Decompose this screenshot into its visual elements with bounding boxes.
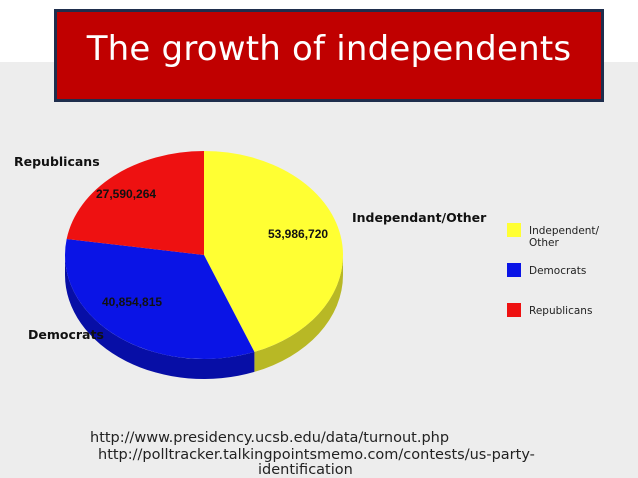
data-label-2: 40,854,815 xyxy=(102,295,162,309)
source-url-1: http://www.presidency.ucsb.edu/data/turn… xyxy=(90,430,450,446)
legend-label-2: Democrats xyxy=(529,265,586,277)
legend-label-3: Republicans xyxy=(529,305,592,317)
category-label-3: Republicans xyxy=(14,154,100,169)
data-label-1: 53,986,720 xyxy=(268,227,328,241)
pie-side-1 xyxy=(254,255,343,372)
category-label-1: Independant/Other xyxy=(352,210,487,225)
legend-swatch-1 xyxy=(507,223,521,237)
title-box: The growth of independents xyxy=(54,9,604,102)
pie-side-2 xyxy=(65,255,255,380)
legend-label-1: Independent/ xyxy=(529,225,600,237)
source-url-2: http://polltracker.talkingpointsmemo.com… xyxy=(98,447,535,463)
source-url-3: identification xyxy=(258,462,353,478)
pie-label-layer: 53,986,720 Independant/Other 40,854,815 Dem… xyxy=(14,154,487,342)
data-label-3: 27,590,264 xyxy=(96,187,156,201)
category-label-2: Democrats xyxy=(28,327,104,342)
pie-slice-layer xyxy=(64,150,344,360)
legend-label-1-line-2: Other xyxy=(529,237,559,249)
pie-depth-layer xyxy=(65,255,343,380)
pie-slice-1 xyxy=(204,150,344,352)
pie-slice-3 xyxy=(66,151,205,255)
legend-swatch-3 xyxy=(507,303,521,317)
pie-slice-2 xyxy=(64,238,255,360)
legend-swatch-2 xyxy=(507,263,521,277)
slide-title: The growth of independents xyxy=(86,28,572,69)
legend: Independent/Other Democrats Republicans xyxy=(507,223,600,317)
